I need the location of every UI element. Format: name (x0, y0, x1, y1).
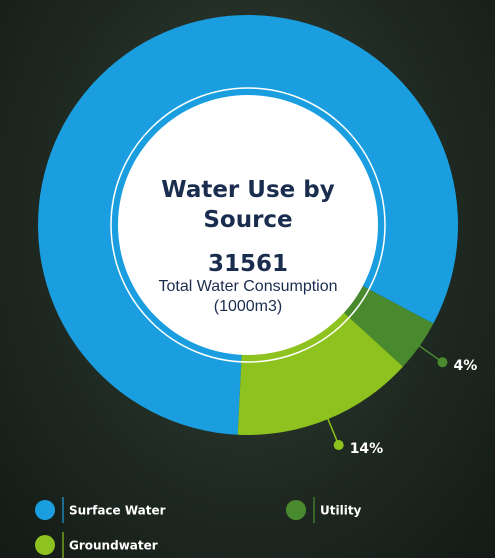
legend-label: Groundwater (69, 539, 158, 553)
chart-title: Water Use by Source (161, 177, 335, 233)
legend-swatch (286, 500, 306, 520)
value-label: 4% (453, 358, 477, 374)
label-dot (333, 440, 344, 451)
center-label: Total Water Consumption (1000m3) (158, 278, 338, 315)
label-dot (437, 357, 448, 368)
legend-swatch (35, 535, 55, 555)
leader-line (325, 413, 340, 446)
ring-line (110, 87, 386, 363)
center-text: Water Use by Source 31561 Total Water Co… (148, 175, 348, 317)
legend-label: Utility (320, 504, 362, 518)
center-value: 31561 (207, 251, 289, 277)
legend-swatch (35, 500, 55, 520)
center-disc (118, 95, 378, 355)
leader-line (414, 341, 443, 363)
value-label: 14% (350, 441, 384, 457)
legend-label: Surface Water (69, 504, 166, 518)
